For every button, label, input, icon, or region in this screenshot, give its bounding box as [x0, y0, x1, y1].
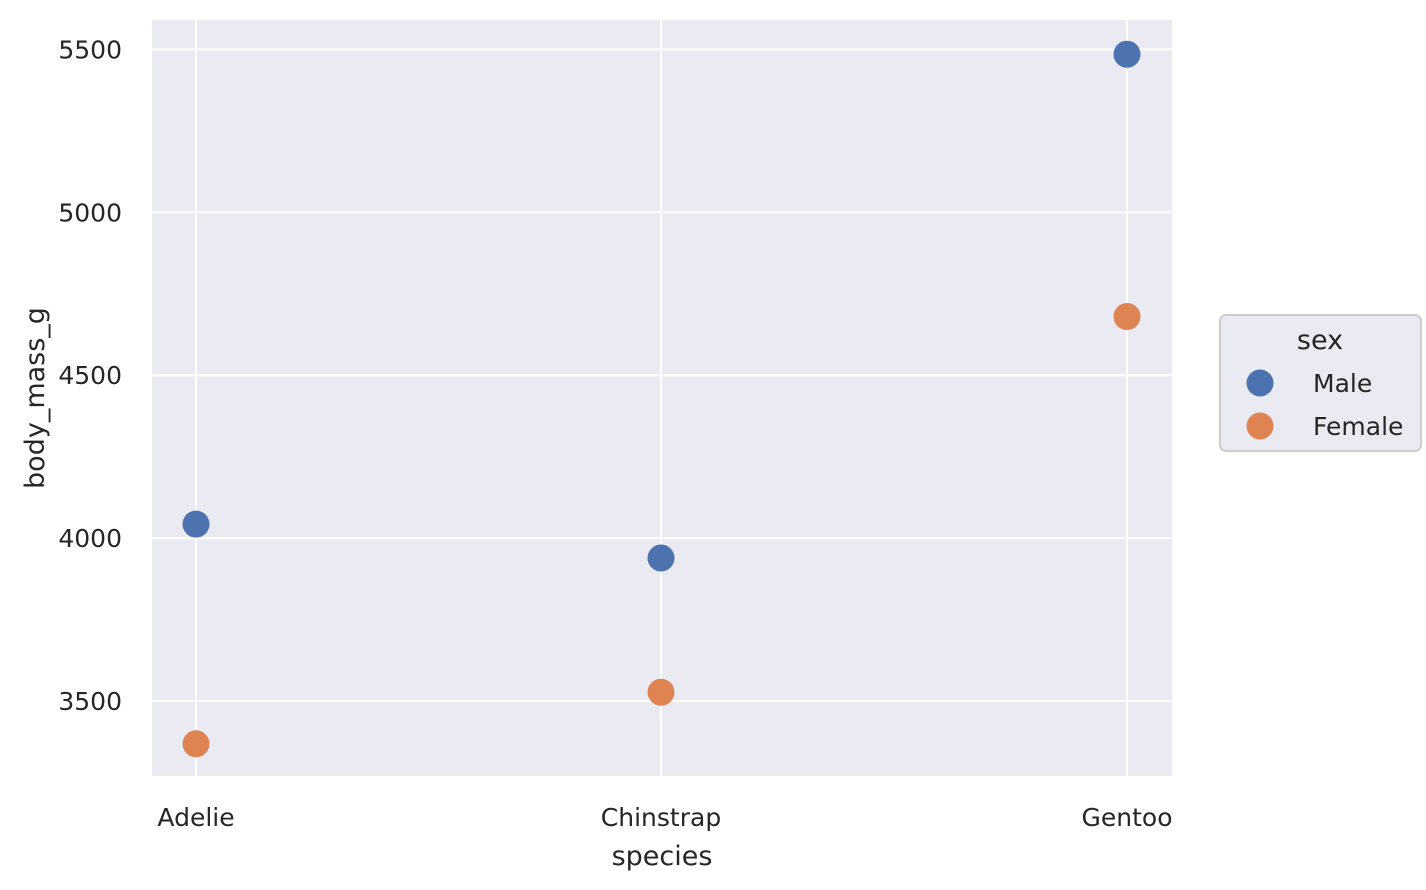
legend-box	[1219, 314, 1422, 452]
data-point-female	[182, 730, 210, 758]
data-point-female	[647, 678, 675, 706]
data-point-male	[1113, 40, 1141, 68]
legend-title: sex	[1297, 325, 1343, 356]
x-tick-label: Chinstrap	[601, 803, 721, 832]
legend: sex Male Female	[1219, 314, 1422, 452]
x-axis-title: species	[612, 841, 713, 872]
data-points	[182, 40, 1141, 758]
legend-label-male: Male	[1313, 369, 1372, 398]
x-tick-labels: Adelie Chinstrap Gentoo	[157, 803, 1172, 832]
y-axis-title: body_mass_g	[20, 307, 51, 489]
data-point-female	[1113, 303, 1141, 331]
legend-items: Male Female	[1246, 369, 1403, 441]
y-tick-labels: 3500 4000 4500 5000 5500	[58, 35, 122, 716]
grid-lines	[152, 20, 1172, 776]
y-tick-label: 5500	[58, 35, 122, 64]
legend-marker-male	[1246, 369, 1274, 397]
y-tick-label: 3500	[58, 687, 122, 716]
y-tick-label: 4000	[58, 524, 122, 553]
x-tick-label: Gentoo	[1082, 803, 1173, 832]
legend-marker-female	[1246, 412, 1274, 440]
data-point-male	[647, 544, 675, 572]
x-tick-label: Adelie	[157, 803, 234, 832]
y-tick-label: 5000	[58, 198, 122, 227]
y-tick-label: 4500	[58, 361, 122, 390]
legend-label-female: Female	[1313, 412, 1403, 441]
data-point-male	[182, 510, 210, 538]
